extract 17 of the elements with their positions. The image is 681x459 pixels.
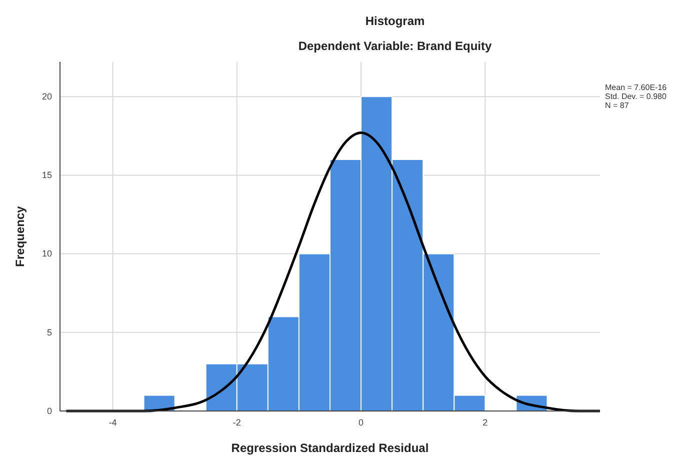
text: N = 87	[605, 101, 630, 110]
y-axis-title: Frequency	[13, 206, 27, 267]
y-tick-label: 10	[42, 248, 52, 259]
x-tick-label: 2	[482, 417, 488, 428]
y-tick-label: 0	[46, 406, 52, 416]
y-tick-label: 5	[46, 327, 52, 338]
x-tick-label: -4	[108, 417, 117, 428]
y-tick-label: 20	[42, 91, 52, 102]
chart-subtitle: Dependent Variable: Brand Equity	[298, 39, 492, 53]
chart-title: Histogram	[365, 14, 425, 28]
text: Mean = 7.60E-16	[605, 83, 668, 92]
x-tick-label: -2	[232, 417, 241, 428]
x-axis-title: Regression Standardized Residual	[231, 441, 429, 455]
x-tick-label: 0	[358, 417, 364, 428]
y-tick-label: 15	[42, 170, 52, 180]
line-series	[64, 131, 602, 412]
text: Std. Dev. = 0.980	[605, 92, 667, 101]
